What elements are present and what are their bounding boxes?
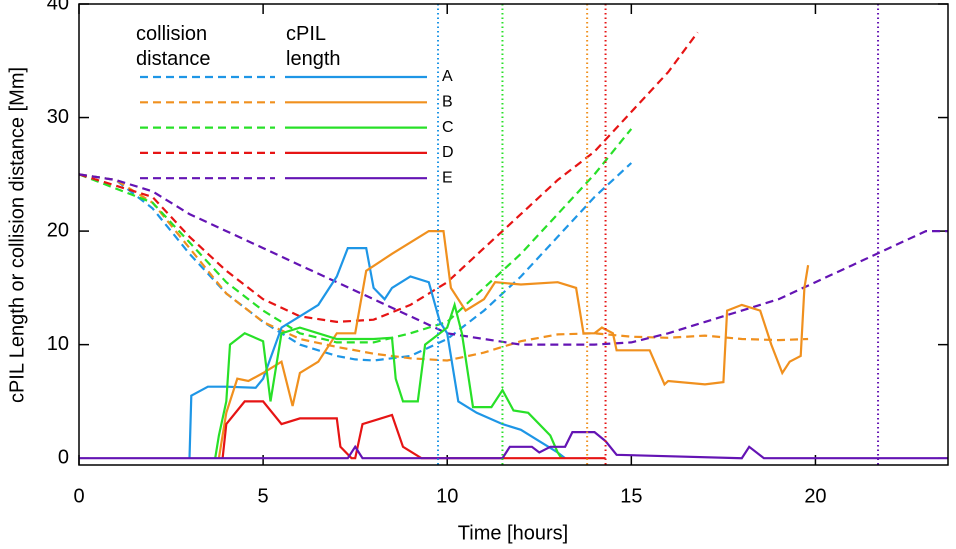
length-line <box>221 400 606 460</box>
x-tick-label: 0 <box>73 485 84 507</box>
length-line <box>217 230 810 459</box>
x-axis-label: Time [hours] <box>458 522 568 544</box>
x-tick-label: 15 <box>620 485 642 507</box>
legend-label: E <box>442 169 453 186</box>
x-tick-label: 20 <box>804 485 826 507</box>
distance-line <box>78 31 699 324</box>
length-line <box>79 431 948 460</box>
distance-line <box>78 162 633 362</box>
legend-title: collision distance <box>136 23 211 70</box>
y-tick-label: 20 <box>47 219 69 241</box>
legend-title: cPIL length <box>286 23 341 70</box>
y-tick-label: 40 <box>47 0 69 14</box>
legend-label: B <box>442 94 453 111</box>
x-tick-label: 5 <box>258 485 269 507</box>
legend-label: D <box>442 144 454 161</box>
legend-label: C <box>442 119 454 136</box>
length-line <box>214 300 563 459</box>
legend-label: A <box>442 68 453 85</box>
length-line <box>188 247 566 460</box>
y-tick-label: 0 <box>58 446 69 468</box>
y-tick-label: 10 <box>47 333 69 355</box>
y-axis-label: cPIL Length or collision distance [Mm] <box>6 67 28 403</box>
y-tick-label: 30 <box>47 106 69 128</box>
distance-line <box>78 173 809 362</box>
distance-line <box>78 173 948 346</box>
distance-line <box>78 128 633 344</box>
plot-frame <box>78 3 949 466</box>
x-tick-label: 10 <box>436 485 458 507</box>
